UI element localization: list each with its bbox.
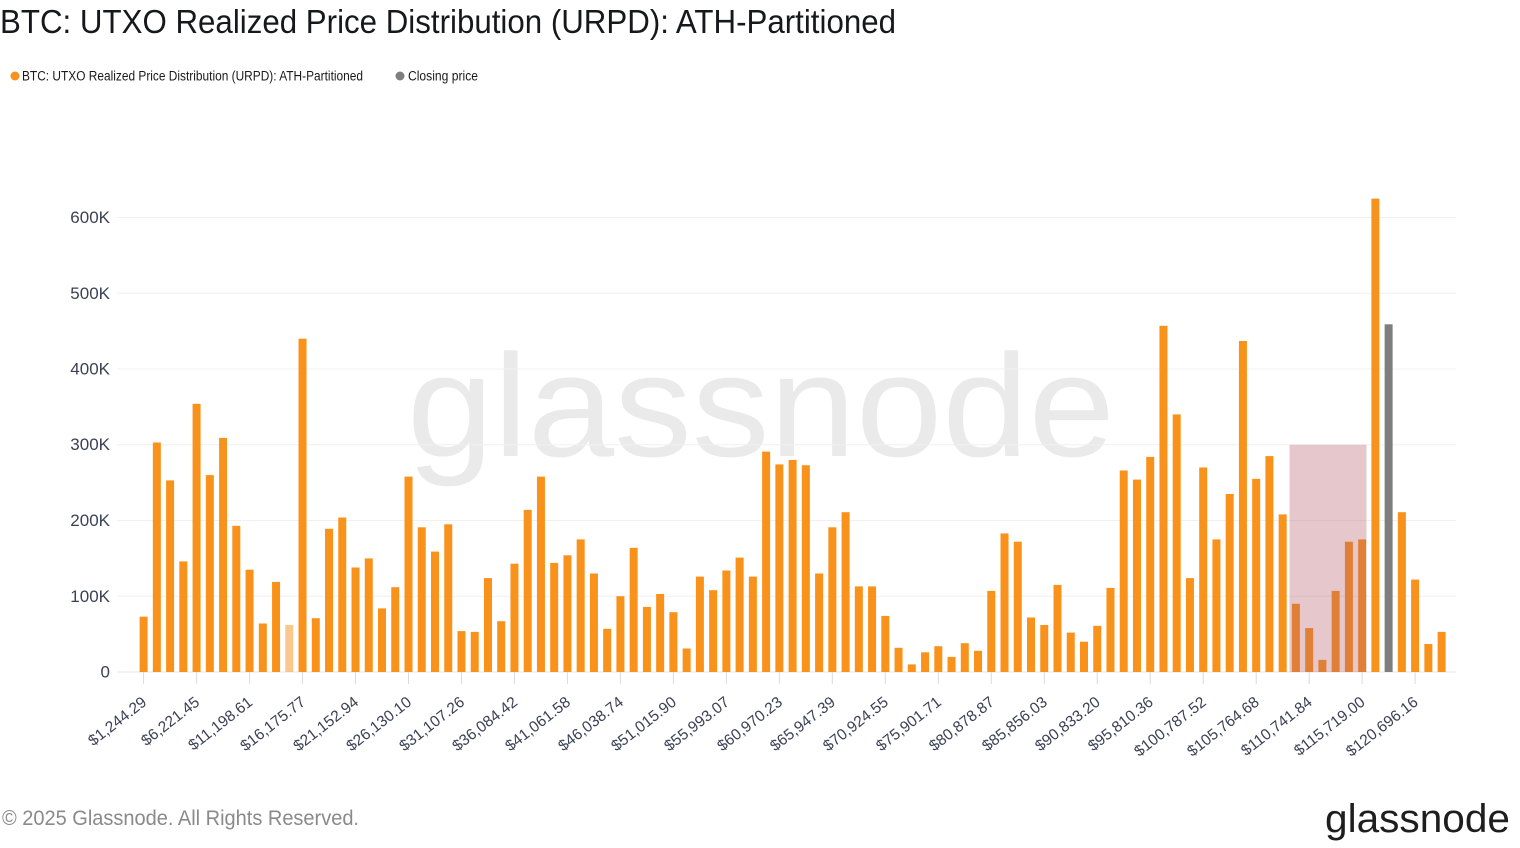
svg-text:glassnode: glassnode: [407, 324, 1115, 487]
svg-text:600K: 600K: [70, 208, 110, 227]
svg-text:300K: 300K: [70, 435, 110, 454]
svg-text:BTC: UTXO Realized Price Distr: BTC: UTXO Realized Price Distribution (U…: [22, 69, 363, 84]
svg-text:400K: 400K: [70, 360, 110, 379]
svg-text:glassnode: glassnode: [1325, 797, 1510, 841]
svg-text:200K: 200K: [70, 511, 110, 530]
svg-text:500K: 500K: [70, 284, 110, 303]
svg-text:© 2025 Glassnode. All Rights R: © 2025 Glassnode. All Rights Reserved.: [2, 807, 359, 830]
svg-text:0: 0: [101, 663, 110, 682]
svg-text:BTC: UTXO Realized Price Distr: BTC: UTXO Realized Price Distribution (U…: [0, 3, 896, 40]
svg-text:100K: 100K: [70, 587, 110, 606]
svg-text:Closing price: Closing price: [408, 69, 478, 84]
